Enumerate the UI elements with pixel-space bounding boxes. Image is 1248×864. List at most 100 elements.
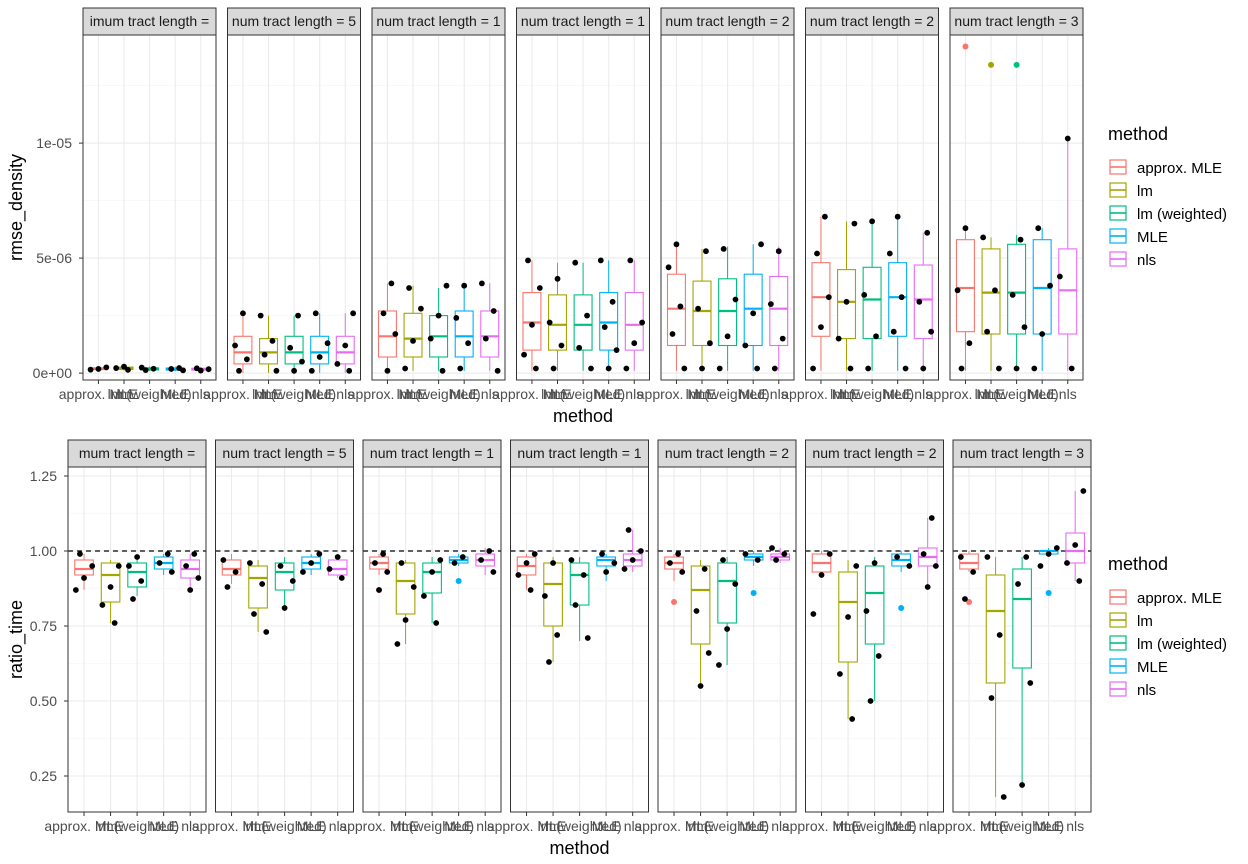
data-point	[818, 572, 825, 578]
data-point	[156, 560, 163, 566]
data-point	[611, 560, 618, 566]
data-point	[546, 319, 553, 326]
data-point	[851, 220, 858, 227]
data-point	[443, 282, 450, 289]
facet-strip-label: num tract length = 2	[665, 445, 789, 461]
data-point	[597, 257, 604, 264]
x-tick-label: lm (weighted)	[685, 818, 769, 834]
x-tick-label: nls	[181, 818, 199, 834]
data-point	[1031, 365, 1038, 372]
data-point	[168, 366, 175, 372]
data-point	[605, 365, 612, 372]
data-point	[287, 344, 294, 351]
box-body	[888, 262, 908, 337]
data-point	[457, 365, 464, 372]
y-tick-label: 0.75	[30, 618, 57, 634]
data-point	[667, 560, 673, 566]
data-point	[603, 569, 610, 575]
data-point	[906, 563, 913, 569]
box-body	[599, 292, 619, 351]
x-tick-label: lm	[693, 818, 708, 834]
box-body	[1007, 243, 1027, 335]
data-point	[695, 305, 701, 312]
data-point	[394, 641, 401, 647]
x-tick-label: MLE	[739, 386, 768, 402]
data-point	[111, 620, 118, 626]
data-point	[164, 551, 171, 557]
data-point	[410, 584, 417, 590]
data-point	[125, 366, 131, 373]
x-tick-label: approx. MLE	[929, 818, 1008, 834]
legend-label: lm	[1137, 613, 1153, 630]
x-tick-label: nls	[1066, 818, 1084, 834]
chart-panel-2: 0.250.500.751.001.25ratio_timemethodmum …	[6, 439, 1227, 858]
box-outlier	[1045, 590, 1052, 596]
facet-strip-label: num tract length = 5	[222, 445, 346, 461]
box-outlier	[962, 43, 969, 50]
data-point	[932, 563, 939, 569]
x-tick-label: nls	[770, 386, 788, 402]
x-tick-label: MLE	[450, 386, 479, 402]
box-body	[862, 266, 882, 340]
data-point	[95, 366, 102, 372]
box-body	[573, 294, 593, 351]
data-point	[703, 248, 709, 255]
data-point	[1039, 331, 1046, 337]
x-tick-label: lm (weighted)	[252, 386, 336, 402]
data-point	[459, 554, 466, 560]
data-point	[732, 296, 739, 303]
legend-item: lm	[1109, 182, 1153, 200]
y-tick-label: 0.50	[30, 693, 57, 709]
data-point	[291, 367, 298, 374]
facet-strip	[805, 439, 944, 468]
data-point	[406, 285, 412, 291]
legend-label: nls	[1137, 252, 1156, 269]
data-point	[77, 551, 83, 557]
x-tick-label: MLE	[1034, 818, 1063, 834]
data-point	[398, 560, 405, 566]
x-tick-label: lm	[406, 386, 421, 402]
data-point	[988, 695, 995, 701]
data-point	[836, 671, 843, 677]
data-point	[629, 557, 636, 563]
data-point	[962, 596, 968, 602]
x-tick-label: nls	[192, 386, 210, 402]
legend-item: MLE	[1109, 228, 1168, 246]
data-point	[843, 298, 850, 305]
x-tick-label: approx. MLE	[926, 386, 1005, 402]
data-point	[187, 587, 194, 593]
legend-title: method	[1108, 124, 1168, 144]
data-point	[814, 250, 820, 257]
data-point	[984, 554, 991, 560]
x-tick-label: lm	[550, 386, 565, 402]
data-point	[631, 340, 638, 347]
legend-item: lm (weighted)	[1109, 205, 1227, 223]
facet-strip-label: num tract length = 5	[232, 13, 356, 29]
data-point	[1000, 794, 1007, 800]
data-point	[521, 351, 527, 358]
data-point	[1019, 782, 1026, 788]
x-tick-label: approx. MLE	[203, 386, 282, 402]
box-body	[1065, 532, 1086, 564]
data-point	[958, 365, 965, 372]
x-tick-label: lm	[984, 386, 999, 402]
x-tick-label: lm	[695, 386, 710, 402]
data-point	[572, 259, 579, 266]
x-tick-label: approx. MLE	[637, 386, 716, 402]
data-point	[675, 551, 682, 557]
data-point	[130, 596, 136, 602]
box-body	[1012, 568, 1032, 669]
facet-strip-label: num tract length = 1	[517, 445, 641, 461]
data-point	[490, 569, 497, 575]
data-point	[289, 578, 296, 584]
data-point	[894, 213, 901, 220]
facet-strip	[67, 439, 207, 468]
data-point	[205, 366, 212, 373]
x-tick-label: lm (weighted)	[830, 386, 914, 402]
data-point	[486, 548, 493, 554]
y-axis-title: rmse_density	[6, 154, 27, 261]
